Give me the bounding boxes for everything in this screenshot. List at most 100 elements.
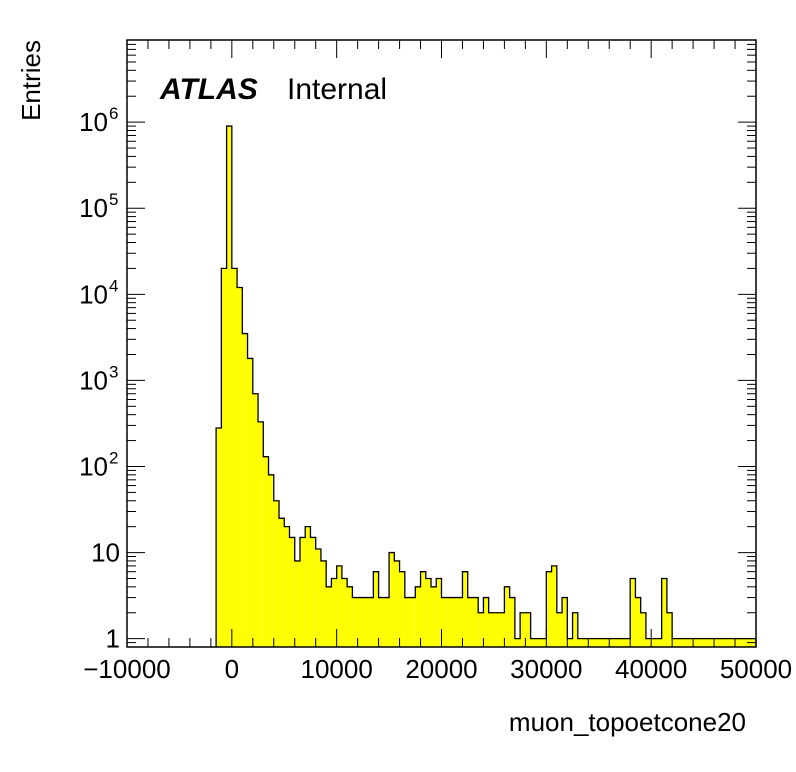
y-tick-label: 10 bbox=[79, 107, 108, 137]
histogram-bin bbox=[488, 612, 494, 647]
histogram-bin bbox=[640, 612, 646, 647]
histogram-bin bbox=[336, 565, 342, 647]
histogram-bin bbox=[247, 358, 253, 647]
y-tick-label: 10 bbox=[79, 365, 108, 395]
histogram-bin bbox=[284, 526, 290, 647]
histogram-outline bbox=[215, 125, 757, 647]
histogram-bin bbox=[326, 586, 332, 647]
y-tick-exponent: 3 bbox=[109, 362, 118, 381]
histogram-bin bbox=[499, 612, 505, 647]
histogram-bin bbox=[645, 638, 652, 647]
histogram-bin bbox=[567, 638, 573, 647]
plot-frame bbox=[126, 39, 757, 648]
histogram-bin bbox=[242, 333, 248, 647]
histogram-bin bbox=[504, 586, 510, 647]
histogram-bin bbox=[263, 456, 269, 647]
histogram-bin bbox=[740, 638, 746, 647]
histogram-bin bbox=[693, 638, 699, 647]
histogram-bin bbox=[483, 597, 489, 647]
histogram-bin bbox=[677, 638, 683, 647]
histogram-bin bbox=[305, 526, 311, 647]
x-tick-label: 40000 bbox=[615, 654, 687, 684]
histogram-bin bbox=[546, 571, 552, 647]
x-tick-labels: −10000 0 10000 20000 30000 40000 50000 bbox=[83, 654, 792, 684]
histogram-bin bbox=[619, 638, 625, 647]
histogram-bin bbox=[577, 638, 584, 647]
histogram-bin bbox=[630, 578, 636, 647]
histogram-bin bbox=[703, 638, 709, 647]
histogram-bin bbox=[666, 612, 673, 647]
y-tick-exponent: 6 bbox=[109, 104, 118, 123]
histogram-bin bbox=[252, 393, 259, 647]
histogram-bin bbox=[562, 597, 568, 647]
histogram-bin bbox=[593, 638, 599, 647]
histogram-bin bbox=[467, 597, 473, 647]
histogram-bin bbox=[415, 586, 421, 647]
histogram-bin bbox=[352, 597, 358, 647]
histogram-bin bbox=[729, 638, 736, 647]
histogram-bin bbox=[410, 597, 416, 647]
histogram-bin bbox=[221, 268, 227, 647]
histogram-bin bbox=[588, 638, 594, 647]
histogram-bin bbox=[436, 578, 442, 647]
histogram-bin bbox=[268, 474, 274, 647]
histogram-bin bbox=[237, 287, 243, 647]
y-tick-label: 10 bbox=[79, 451, 108, 481]
x-tick-label: −10000 bbox=[83, 654, 170, 684]
histogram-bin bbox=[331, 578, 337, 647]
y-tick-label: 10 bbox=[91, 538, 120, 568]
histogram-bin bbox=[362, 597, 369, 647]
histogram-bin bbox=[226, 126, 232, 648]
histogram-bin bbox=[624, 638, 631, 647]
histogram-bin bbox=[551, 565, 557, 647]
histogram-bin bbox=[373, 571, 379, 647]
histogram-bin bbox=[258, 421, 264, 647]
y-tick-label: 10 bbox=[79, 193, 108, 223]
histogram-bin bbox=[541, 638, 547, 647]
y-axis-title: Entries bbox=[16, 40, 46, 121]
histogram-bin bbox=[216, 427, 222, 647]
histogram-bin bbox=[425, 578, 432, 647]
histogram-bin bbox=[603, 638, 610, 647]
histogram-bin bbox=[609, 638, 615, 647]
x-tick-label: 30000 bbox=[510, 654, 582, 684]
x-tick-label: 50000 bbox=[720, 654, 792, 684]
histogram-bin bbox=[341, 578, 348, 647]
status-label: Internal bbox=[287, 73, 387, 106]
y-tick-label: 10 bbox=[79, 279, 108, 309]
histogram-bin bbox=[389, 552, 395, 647]
histogram-bin bbox=[451, 597, 458, 647]
histogram-bin bbox=[614, 638, 620, 647]
y-tick-exponent: 5 bbox=[109, 190, 118, 209]
y-tick-exponent: 4 bbox=[109, 276, 118, 295]
x-tick-label: 0 bbox=[225, 654, 239, 684]
histogram-bin bbox=[656, 638, 662, 647]
histogram-bin bbox=[687, 638, 694, 647]
histogram-bin bbox=[735, 638, 741, 647]
histogram-bin bbox=[294, 560, 300, 647]
histogram-bin bbox=[378, 597, 384, 647]
histogram-bin bbox=[478, 612, 484, 647]
x-axis-title: muon_topoetcone20 bbox=[509, 707, 746, 737]
histogram-bin bbox=[724, 638, 730, 647]
histogram-bin bbox=[714, 638, 720, 647]
histogram-bin bbox=[583, 638, 589, 647]
histogram-bin bbox=[231, 268, 238, 647]
histogram-bin bbox=[698, 638, 704, 647]
histogram-bin bbox=[520, 612, 526, 647]
histogram-bin bbox=[347, 586, 353, 647]
histogram-bin bbox=[357, 597, 363, 647]
histogram-bin bbox=[530, 638, 536, 647]
axis-ticks bbox=[126, 39, 757, 648]
histogram-bin bbox=[682, 638, 688, 647]
histogram-bin bbox=[472, 597, 479, 647]
histogram-bin bbox=[598, 638, 604, 647]
histogram-bin bbox=[420, 571, 426, 647]
x-tick-label: 20000 bbox=[405, 654, 477, 684]
x-tick-label: 10000 bbox=[301, 654, 373, 684]
histogram-bin bbox=[509, 597, 515, 647]
histogram-bin bbox=[572, 612, 578, 647]
histogram-bin bbox=[708, 638, 715, 647]
